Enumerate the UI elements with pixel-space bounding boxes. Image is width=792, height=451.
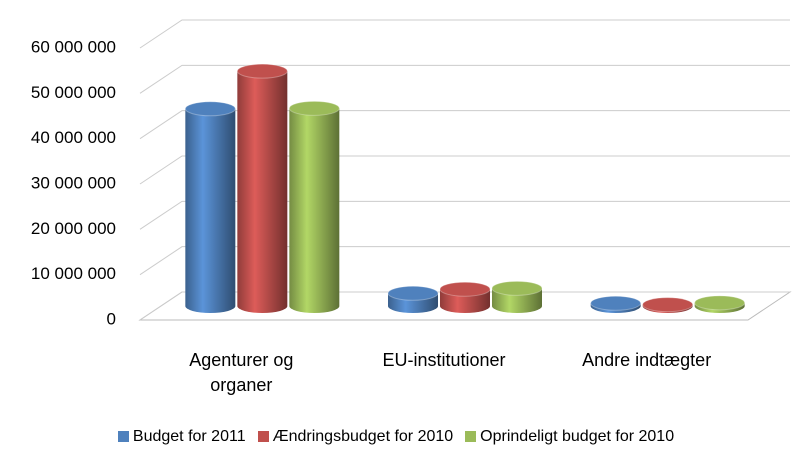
x-tick-label: EU-institutioner bbox=[382, 350, 506, 370]
legend-label: Oprindeligt budget for 2010 bbox=[480, 428, 675, 445]
grid-line bbox=[139, 246, 790, 276]
bar bbox=[184, 101, 236, 313]
legend-item: Oprindeligt budget for 2010 bbox=[465, 428, 674, 446]
y-tick-label: 50 000 000 bbox=[31, 83, 116, 102]
y-tick-label: 30 000 000 bbox=[31, 173, 116, 192]
bar bbox=[387, 285, 439, 313]
bar bbox=[694, 295, 746, 313]
bar bbox=[288, 100, 340, 313]
bar bbox=[642, 297, 694, 313]
bar bbox=[439, 281, 491, 313]
grid-line bbox=[139, 291, 790, 321]
y-tick-label: 60 000 000 bbox=[31, 37, 116, 56]
legend-label: Budget for 2011 bbox=[132, 428, 246, 445]
y-tick-label: 20 000 000 bbox=[31, 219, 116, 238]
legend-swatch bbox=[257, 431, 269, 442]
grid-line bbox=[139, 19, 790, 49]
legend-item: Budget for 2011 bbox=[117, 428, 246, 446]
legend: Budget for 2011 Ændringsbudget for 2010 Op… bbox=[0, 428, 792, 446]
grid-line bbox=[139, 155, 790, 185]
legend-swatch bbox=[117, 431, 129, 442]
y-tick-label: 0 bbox=[107, 309, 116, 328]
legend-item: Ændringsbudget for 2010 bbox=[257, 428, 454, 446]
y-tick-label: 10 000 000 bbox=[31, 264, 116, 283]
bar bbox=[590, 295, 642, 313]
y-tick-label: 40 000 000 bbox=[31, 128, 116, 147]
bar bbox=[491, 280, 543, 313]
bar bbox=[236, 63, 288, 313]
grid-line bbox=[139, 110, 790, 140]
x-tick-label: Agenturer og organer bbox=[189, 350, 294, 395]
grid-line bbox=[139, 64, 790, 94]
legend-swatch bbox=[465, 431, 477, 442]
x-tick-label: Andre indtægter bbox=[582, 350, 712, 370]
grid-line bbox=[139, 200, 790, 230]
legend-label: Ændringsbudget for 2010 bbox=[272, 428, 454, 445]
